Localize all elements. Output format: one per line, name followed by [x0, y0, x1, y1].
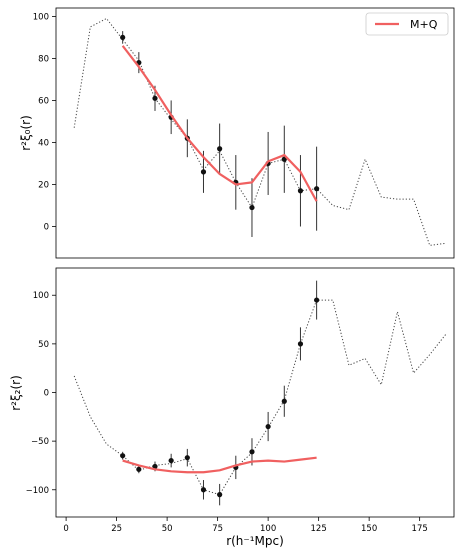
top-ytick-label: 80	[38, 54, 49, 64]
legend-box	[365, 12, 449, 36]
bottom-data-point	[297, 341, 304, 347]
bottom-dotted-series-line	[73, 299, 447, 496]
bottom-ylabel: r²ξ₂(r)	[9, 375, 23, 411]
bottom-xtick-label: 175	[412, 524, 428, 534]
top-ylabel: r²ξ₀(r)	[19, 115, 33, 151]
bottom-mq-model-line	[122, 456, 317, 474]
top-data-point	[217, 146, 223, 152]
bottom-plot-frame	[55, 267, 455, 518]
bottom-xtick-label: 0	[63, 524, 68, 534]
legend-label-mq: M+Q	[410, 18, 438, 31]
bottom-xtick-label: 100	[260, 524, 276, 534]
bottom-ytick-label: 50	[38, 340, 49, 350]
bottom-xtick-label: 125	[311, 524, 327, 534]
top-dotted-series-line	[73, 18, 446, 246]
bottom-data-point	[184, 455, 190, 461]
top-data-point	[200, 169, 207, 175]
bottom-xlabel: r(h⁻¹Mpc)	[226, 534, 284, 548]
panel-top: 0 20 40 60 80 100 r²ξ₀(r) M+Q	[19, 7, 455, 259]
top-data-point	[120, 34, 126, 41]
legend: M+Q	[365, 12, 449, 36]
top-ytick-label: 20	[38, 180, 49, 190]
bottom-xtick-label: 75	[212, 524, 223, 534]
top-mq-model-line	[121, 45, 318, 202]
panel-bottom: −100 −50 0 50 100 0 25 50 75 100 125 150 175 r²ξ₂(r…	[9, 267, 455, 548]
bottom-data-point	[200, 487, 207, 493]
bottom-xtick-label: 150	[361, 524, 377, 534]
top-data-point	[249, 204, 255, 211]
bottom-data-point	[314, 297, 320, 303]
top-ytick-label: 0	[44, 222, 49, 232]
bottom-ytick-label: 100	[33, 291, 49, 301]
bottom-xtick-label: 25	[111, 524, 122, 534]
top-data-point	[314, 186, 320, 192]
top-data-point	[152, 95, 158, 101]
bottom-data-point	[136, 466, 142, 472]
bottom-ytick-label: −100	[26, 486, 49, 496]
bottom-xtick-label: 50	[162, 524, 173, 534]
top-plot-frame	[55, 7, 455, 259]
bottom-data-point	[249, 449, 255, 455]
bottom-data-point	[152, 463, 158, 470]
top-ytick-label: 60	[38, 96, 49, 106]
bottom-data-point	[217, 492, 223, 498]
bottom-ytick-label: 0	[44, 389, 49, 399]
top-ytick-label: 100	[33, 12, 49, 22]
top-data-point	[297, 188, 304, 194]
bottom-data-point	[265, 423, 271, 430]
bottom-ytick-label: −50	[31, 437, 49, 447]
top-ytick-label: 40	[38, 138, 49, 148]
bottom-data-point	[168, 457, 174, 464]
bottom-data-point	[120, 453, 126, 459]
bottom-data-point	[281, 398, 287, 404]
